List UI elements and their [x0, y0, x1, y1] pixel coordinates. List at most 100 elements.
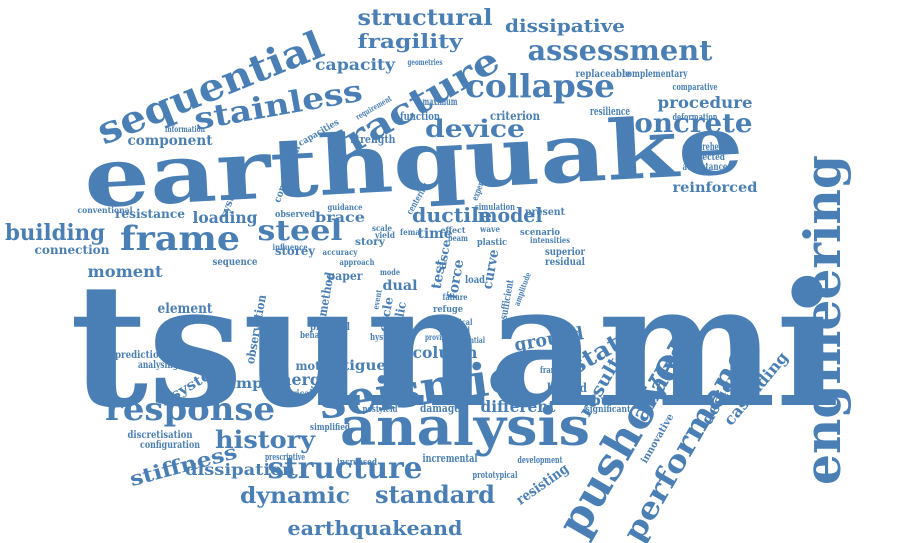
- word-information: information: [165, 124, 205, 134]
- word-simplified: simplified: [310, 423, 351, 433]
- word-ductile: ductile: [412, 203, 492, 227]
- word-event: event: [370, 289, 383, 311]
- word-component: component: [128, 133, 214, 149]
- word-story: story: [355, 237, 386, 248]
- word-discretisation: discretisation: [128, 430, 194, 441]
- word-robustness: robustness: [578, 393, 653, 409]
- word-frame: frame: [120, 219, 240, 259]
- word-paper: paper: [328, 269, 364, 283]
- word-refuge: refuge: [433, 305, 463, 315]
- word-failure: failure: [443, 292, 468, 302]
- word-cyclic: cyclic: [389, 301, 409, 338]
- word-earthquakeand: earthquakeand: [288, 516, 463, 540]
- word-engineering: engineering: [793, 155, 852, 485]
- word-scenario: scenario: [520, 228, 560, 238]
- word-behaviour: behaviour: [300, 331, 340, 341]
- word-effect: effect: [441, 225, 466, 235]
- word-wave: wave: [479, 224, 500, 234]
- word-influence: influence: [273, 242, 308, 252]
- word-replaceable: replaceable: [576, 69, 631, 80]
- word-analysing: analysing: [138, 360, 178, 371]
- word-residual: residual: [545, 257, 585, 268]
- word-element: element: [158, 301, 213, 317]
- word-maximum: maximum: [423, 97, 458, 108]
- word-motion: motion: [296, 359, 341, 373]
- word-storey: storey: [275, 244, 316, 258]
- word-numerical: numerical: [268, 389, 313, 400]
- word-building: building: [5, 220, 105, 246]
- word-provision: provision: [425, 332, 455, 342]
- word-fema: fema: [400, 227, 420, 237]
- word-different: different: [481, 397, 557, 416]
- word-history: history: [215, 425, 316, 454]
- word-connection: connection: [35, 243, 110, 257]
- word-development: development: [518, 456, 564, 466]
- word-incremental: incremental: [423, 452, 478, 465]
- word-criterion: criterion: [490, 109, 540, 123]
- word-cycle: cycle: [376, 295, 396, 332]
- word-dissipation: dissipation: [185, 460, 295, 479]
- word-seaward: seaward: [440, 325, 470, 335]
- word-dual: dual: [383, 278, 418, 294]
- word-structural: structural: [358, 5, 493, 31]
- word-strength: strength: [351, 133, 396, 146]
- word-brace: brace: [315, 210, 365, 226]
- word-increased: increased: [337, 458, 378, 468]
- word-test: test: [429, 258, 450, 291]
- word-simulation: simulation: [475, 203, 515, 213]
- word-standard: standard: [375, 480, 495, 509]
- word-dynamic: dynamic: [240, 483, 350, 509]
- word-sequence: sequence: [213, 257, 258, 268]
- word-model: model: [478, 203, 543, 227]
- word-mode: mode: [380, 267, 400, 277]
- word-prescriptive: prescriptive: [265, 453, 305, 463]
- word-resilience: resilience: [590, 105, 630, 118]
- word-response: response: [105, 390, 275, 428]
- word-framework: framework: [540, 366, 581, 376]
- word-reinforced: reinforced: [673, 180, 758, 196]
- word-resistance: resistance: [115, 207, 185, 221]
- word-curve: curve: [480, 248, 503, 290]
- word-significant: significant: [586, 405, 632, 415]
- word-conventional: conventional: [78, 205, 133, 215]
- word-configuration: configuration: [140, 440, 201, 451]
- word-structure: structure: [268, 451, 423, 486]
- word-superior: superior: [545, 247, 586, 258]
- word-procedure: procedure: [658, 93, 753, 112]
- word-steel: steel: [258, 214, 343, 247]
- word-load: load: [465, 275, 485, 286]
- word-complementary: complementary: [623, 69, 689, 80]
- word-present: present: [525, 207, 565, 218]
- word-tsunami: tsunami: [70, 246, 840, 446]
- word-hysteresis: hysteresis: [370, 333, 410, 343]
- word-beam: beam: [448, 233, 468, 243]
- word-collapse: collapse: [465, 67, 615, 105]
- word-fatigue: fatigue: [326, 358, 386, 374]
- word-prototypical: prototypical: [473, 471, 518, 481]
- word-analysis: analysis: [340, 397, 590, 458]
- word-concrete: concrete: [618, 109, 753, 139]
- word-subjected: subjected: [685, 153, 726, 163]
- word-force: force: [445, 258, 468, 300]
- word-historical: historical: [438, 317, 473, 327]
- word-protocol: protocol: [310, 322, 350, 333]
- word-fragility: fragility: [358, 29, 465, 53]
- word-damper: damper: [216, 376, 282, 392]
- word-intensities: intensities: [530, 235, 570, 245]
- word-braced: braced: [547, 381, 588, 395]
- word-moment: moment: [88, 262, 164, 281]
- word-comparative: comparative: [673, 83, 718, 93]
- word-prediction: prediction: [115, 350, 166, 361]
- word-guidance: guidance: [328, 202, 363, 212]
- word-geometries: geometries: [408, 57, 443, 67]
- word-acceptance: acceptance: [683, 162, 728, 173]
- word-loading: loading: [193, 208, 258, 227]
- word-device: device: [425, 114, 525, 143]
- word-time: time: [418, 226, 453, 242]
- word-accuracy: accuracy: [323, 247, 358, 257]
- word-inundation: inundation: [98, 298, 114, 373]
- word-damage: damage: [420, 402, 460, 415]
- word-deformation: deformation: [673, 113, 718, 123]
- word-function: function: [400, 110, 440, 123]
